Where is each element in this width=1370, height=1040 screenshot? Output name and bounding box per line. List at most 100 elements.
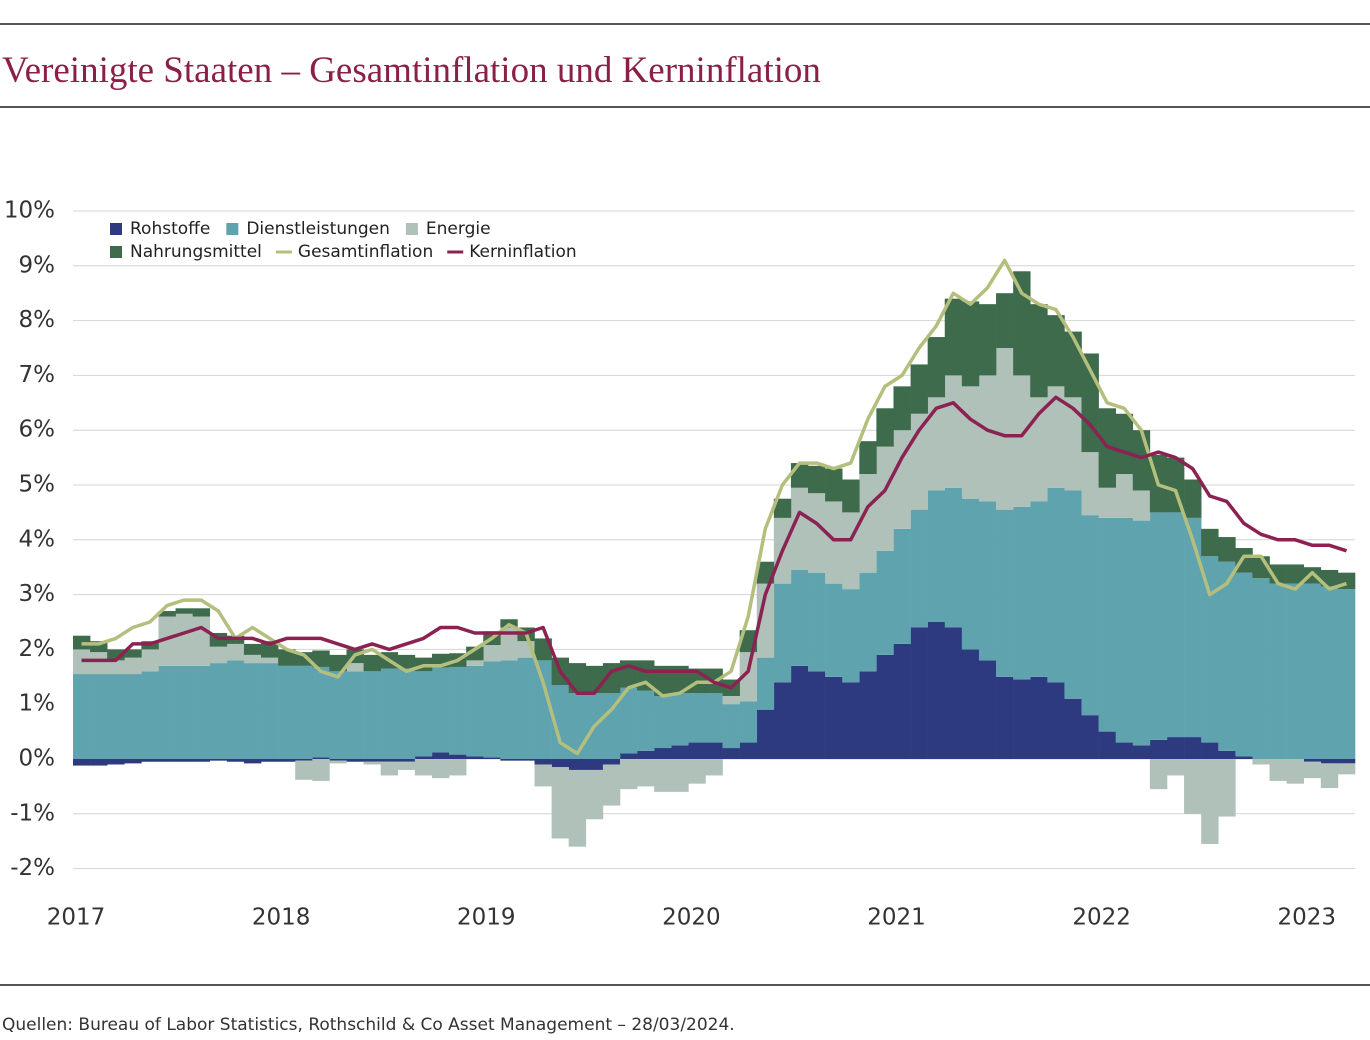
bar [1201,556,1219,743]
bar [1184,737,1202,759]
bar [876,408,894,447]
bar [449,759,467,776]
y-tick-label: 8% [19,307,56,333]
bar [414,759,433,776]
bar [1132,745,1151,759]
bar [961,498,980,650]
bar [859,572,877,672]
bar [1149,759,1168,790]
bar [978,660,997,759]
bar [1132,430,1151,491]
bar [1218,750,1236,759]
legend-label: Energie [426,219,491,239]
bar [449,754,467,759]
bar [756,709,775,759]
bar [1252,759,1270,765]
bar [278,665,296,759]
bar [551,685,570,759]
bar [90,674,108,759]
bar [500,759,518,761]
bar [1184,479,1202,518]
bar [73,674,91,759]
bar [1030,397,1048,502]
bar [842,479,860,513]
bar [1286,759,1305,784]
bar [312,759,330,781]
bar [209,663,228,759]
bar [449,666,467,755]
bar [1218,537,1236,562]
bar [688,693,706,743]
bar [209,759,228,761]
bar [568,759,587,770]
bar [1320,569,1339,587]
bar [602,759,621,765]
y-tick-label: 2% [19,636,56,662]
bar [722,704,740,749]
bar [842,512,860,590]
bar [90,652,108,675]
bar [1201,759,1219,844]
bar [893,430,911,529]
bar [192,608,211,617]
bar [295,759,313,761]
bar [568,663,587,694]
bar [876,550,894,655]
bar [654,748,672,759]
bar [739,742,758,759]
bar [756,657,775,710]
bar [243,663,262,759]
y-tick-label: 0% [19,746,56,772]
bar [278,649,296,666]
bar [722,695,740,705]
bar [90,759,108,766]
bar [654,695,672,749]
y-tick-label: 9% [19,252,56,278]
bar [124,674,142,759]
bar [910,364,928,414]
bar [1013,679,1031,759]
bar [585,769,604,820]
bar [483,661,501,758]
lines [81,258,1348,756]
bar [175,608,193,614]
bar [961,301,980,387]
bar [1030,304,1048,398]
bar [1098,517,1116,732]
y-tick-label: 7% [19,362,56,388]
bar [1303,583,1322,759]
bar [859,474,877,573]
bar [500,627,518,661]
bar [1252,578,1270,759]
bar [671,745,689,759]
bar [927,490,946,622]
bar [466,756,484,759]
bar [1166,512,1185,738]
bar [226,643,245,661]
bar [654,759,672,792]
bar [517,759,535,761]
bar [637,690,655,751]
bar [1166,737,1185,759]
chart-title: Vereinigte Staaten – Gesamtinflation und… [2,50,821,91]
bar [1269,583,1287,759]
bar [996,293,1014,348]
legend-swatch [110,223,122,235]
bar [158,759,176,762]
legend-swatch [110,246,122,258]
bar [978,501,997,661]
bar [996,348,1014,510]
bar [295,665,313,759]
bar [978,304,997,376]
bar [808,465,826,494]
bar [1030,501,1048,677]
bar [1201,742,1219,759]
bar [1337,589,1356,759]
bar [124,657,142,675]
bar [466,665,484,757]
bar [158,611,176,617]
bar [654,665,672,696]
y-tick-label: 1% [19,691,56,717]
bar [551,767,570,839]
bar [226,759,245,762]
